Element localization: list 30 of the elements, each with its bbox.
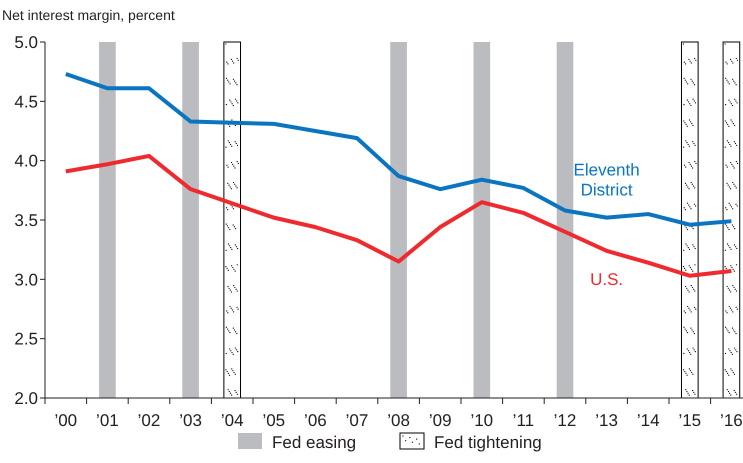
y-tick-label: 2.5 [14, 330, 38, 349]
x-tick-label: ’02 [138, 411, 160, 430]
y-tick-label: 5.0 [14, 32, 38, 52]
x-tick-label: ’08 [387, 411, 410, 430]
line-series [64, 72, 734, 227]
y-tick-label: 4.0 [14, 152, 38, 171]
x-tick-label: ’10 [470, 411, 494, 430]
x-tick-label: ’04 [220, 411, 244, 430]
y-tick-label: 2.0 [14, 388, 38, 408]
x-tick-label: ’12 [554, 411, 576, 430]
x-tick-label: ’07 [346, 411, 368, 430]
series-label: Eleventh District [574, 160, 640, 200]
legend-label: Fed easing [272, 433, 356, 452]
x-tick-label: ’00 [54, 411, 78, 430]
x-tick-label: ’11 [512, 411, 534, 430]
x-tick-label: ’15 [678, 411, 702, 430]
x-tick-label: ’01 [96, 411, 119, 430]
x-tick-label: ’06 [304, 411, 327, 430]
x-tick-label: ’13 [595, 411, 618, 430]
legend-label: Fed tightening [434, 433, 542, 452]
y-axis-title: Net interest margin, percent [2, 7, 175, 23]
x-tick-label: ’05 [262, 411, 286, 430]
y-tick-label: 3.0 [14, 270, 38, 290]
x-tick-label: ’16 [720, 411, 743, 430]
y-tick-label: 3.5 [14, 210, 38, 230]
y-tick-label: 4.5 [14, 92, 38, 112]
x-tick-label: ’09 [428, 411, 452, 430]
x-tick-label: ’14 [636, 411, 660, 430]
x-tick-label: ’03 [179, 411, 202, 430]
series-label: U.S. [590, 270, 624, 289]
